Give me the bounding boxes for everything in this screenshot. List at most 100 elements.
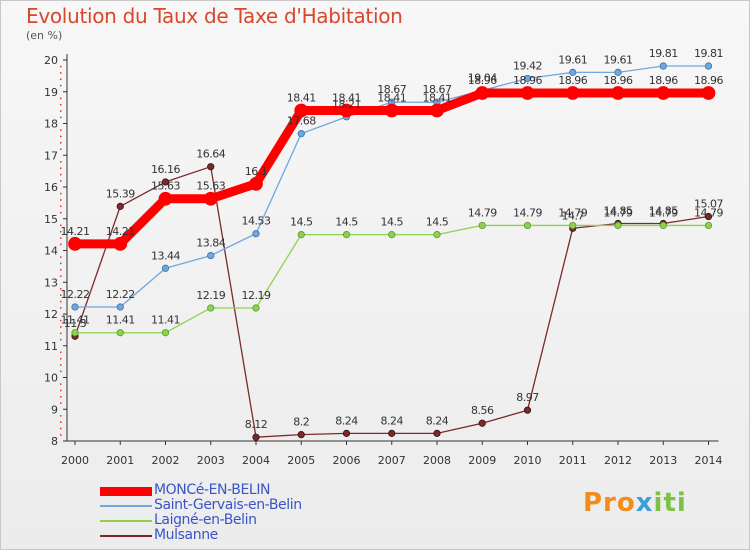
data-point [659,221,667,230]
y-minor-tick [60,370,62,373]
x-tick-label: 2010 [514,454,542,467]
data-point [430,103,444,118]
data-point [161,178,170,186]
data-point [523,406,532,414]
y-minor-tick [60,421,62,423]
y-minor-tick [60,180,62,182]
y-minor-tick [60,72,62,74]
y-minor-tick [60,110,62,112]
data-point [433,429,441,437]
y-minor-tick [60,211,62,214]
data-point [339,103,354,118]
y-minor-tick [60,97,62,100]
data-label: 18.21 [332,98,361,111]
y-minor-tick [60,224,62,227]
legend-swatch [100,535,152,537]
x-tick-label: 2009 [468,454,496,467]
data-label: 15.63 [196,180,225,193]
y-tick-label: 8 [51,435,58,448]
y-minor-tick [60,396,62,398]
data-point [161,264,170,272]
y-minor-tick [60,319,62,322]
data-point [384,103,399,118]
data-point [569,68,577,76]
data-point [388,231,396,239]
y-tick-label: 15 [44,213,58,226]
y-minor-tick [60,148,62,150]
data-point [68,236,82,251]
data-point [71,329,79,337]
proxiti-logo: Proxiti [583,488,687,518]
data-point [704,62,713,70]
data-label: 16.64 [196,148,225,161]
data-point [116,329,124,337]
data-label: 14.21 [61,225,90,238]
data-label: 12.19 [242,289,271,302]
data-point [249,176,263,191]
data-label: 11.3 [64,317,87,330]
y-minor-tick [60,205,62,208]
x-tick-label: 2007 [378,454,406,467]
y-tick-label: 19 [44,86,58,99]
data-point [475,86,490,100]
data-label: 14.5 [335,216,358,229]
data-label: 8.24 [381,414,404,427]
y-tick-label: 12 [44,308,58,321]
data-point [342,231,351,239]
data-label: 18.41 [287,91,316,104]
y-minor-tick [60,269,62,271]
data-point [116,202,124,210]
data-label: 14.5 [381,216,404,229]
y-minor-tick [60,192,62,195]
data-point [611,86,625,100]
y-minor-tick [60,230,62,233]
data-label: 16.1 [245,165,268,178]
y-minor-tick [60,351,62,354]
data-label: 18.96 [513,74,542,87]
data-label: 8.2 [293,416,309,429]
data-point [704,212,713,221]
y-minor-tick [60,237,62,239]
y-minor-tick [60,338,62,341]
y-minor-tick [60,427,62,430]
data-point [614,221,622,230]
x-tick-label: 2006 [333,454,361,467]
data-label: 19.81 [694,47,723,60]
data-point [433,231,441,239]
y-minor-tick [60,389,62,392]
y-tick-label: 17 [44,149,58,162]
data-label: 19.42 [513,59,542,72]
data-label: 19.61 [604,53,633,66]
data-label: 14.53 [242,215,271,228]
data-point [71,303,79,311]
data-label: 16.16 [151,163,180,176]
data-label: 11.41 [106,314,135,327]
legend-swatch [100,505,152,507]
y-minor-tick [60,65,62,68]
data-label: 14.79 [468,206,497,219]
data-point [207,304,215,312]
data-point [478,221,486,230]
data-label: 14.79 [649,206,678,219]
data-label: 14.79 [558,206,587,219]
data-point [252,304,260,312]
y-minor-tick [60,243,62,246]
data-label: 18.96 [558,74,587,87]
y-tick-label: 9 [51,403,58,416]
data-point [297,431,305,439]
data-point [388,429,396,437]
y-minor-tick [60,84,62,87]
data-point [252,230,260,238]
y-axis-unit: (en %) [26,29,63,42]
y-minor-tick [60,275,62,277]
data-label: 18.96 [649,74,678,87]
y-minor-tick [60,326,62,328]
y-minor-tick [60,173,62,176]
data-label: 14.7 [562,209,585,222]
y-minor-tick [60,300,62,303]
data-point [565,86,580,100]
data-label: 18.67 [423,83,452,96]
y-tick-label: 11 [44,340,58,353]
data-point [701,86,716,100]
y-tick-label: 20 [44,54,58,67]
